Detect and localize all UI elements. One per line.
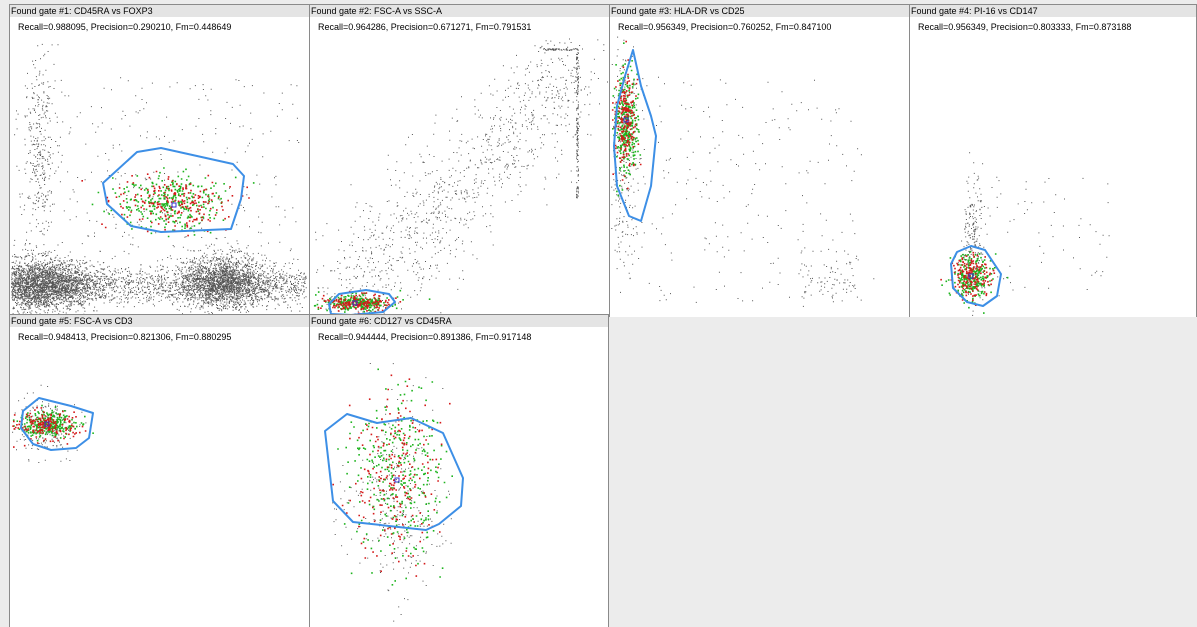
gate-panel-1: Found gate #1: CD45RA vs FOXP3 Recall=0.… [9, 4, 309, 317]
panel-metrics: Recall=0.956349, Precision=0.760252, Fm=… [618, 22, 832, 32]
gate-panel-2: Found gate #2: FSC-A vs SSC-A Recall=0.9… [309, 4, 609, 317]
gate-center-marker [171, 202, 177, 208]
gate-panel-4: Found gate #4: PI-16 vs CD147 Recall=0.9… [909, 4, 1197, 317]
background-events [957, 152, 1110, 316]
gated-events [313, 289, 431, 315]
gate-polygon [324, 413, 464, 531]
gated-events [81, 167, 255, 238]
background-events [332, 363, 452, 622]
scatter-plot [611, 36, 908, 316]
scatter-canvas [11, 43, 307, 316]
scatter-plot [11, 346, 308, 626]
scatter-canvas [940, 152, 1110, 316]
panel-metrics: Recall=0.964286, Precision=0.671271, Fm=… [318, 22, 532, 32]
gate-center-marker [352, 300, 358, 306]
gated-events [332, 368, 453, 586]
gate-polygon [950, 245, 1002, 307]
gate-panel-3: Found gate #3: HLA-DR vs CD25 Recall=0.9… [609, 4, 909, 317]
background-events [611, 36, 875, 307]
scatter-canvas [324, 363, 464, 622]
background-events [315, 38, 608, 316]
gate-panel-6: Found gate #6: CD127 vs CD45RA Recall=0.… [309, 314, 609, 627]
gate-polygon [613, 49, 657, 222]
scatter-plot [311, 36, 608, 316]
scatter-plot [911, 36, 1196, 316]
panel-title: Found gate #3: HLA-DR vs CD25 [610, 5, 909, 17]
gate-center-marker [623, 117, 629, 123]
panel-metrics: Recall=0.944444, Precision=0.891386, Fm=… [318, 332, 532, 342]
gate-center-marker [44, 421, 50, 427]
panel-title: Found gate #2: FSC-A vs SSC-A [310, 5, 609, 17]
background-events [11, 43, 307, 316]
scatter-canvas [12, 384, 94, 463]
gated-events [940, 251, 1009, 314]
gate-center-marker [394, 477, 400, 483]
scatter-plot [311, 346, 608, 626]
panel-title: Found gate #5: FSC-A vs CD3 [10, 315, 309, 327]
panel-metrics: Recall=0.988095, Precision=0.290210, Fm=… [18, 22, 232, 32]
gate-polygon [102, 147, 245, 233]
panel-title: Found gate #4: PI-16 vs CD147 [910, 5, 1196, 17]
scatter-canvas [611, 36, 875, 307]
gate-center-marker [968, 273, 974, 279]
scatter-canvas [313, 38, 608, 316]
gate-polygon [20, 397, 94, 451]
scatter-plot [11, 36, 308, 316]
panel-title: Found gate #1: CD45RA vs FOXP3 [10, 5, 309, 17]
panel-metrics: Recall=0.956349, Precision=0.803333, Fm=… [918, 22, 1132, 32]
gated-events [611, 40, 642, 197]
panel-title: Found gate #6: CD127 vs CD45RA [310, 315, 608, 327]
gate-panel-5: Found gate #5: FSC-A vs CD3 Recall=0.948… [9, 314, 309, 627]
panel-metrics: Recall=0.948413, Precision=0.821306, Fm=… [18, 332, 232, 342]
